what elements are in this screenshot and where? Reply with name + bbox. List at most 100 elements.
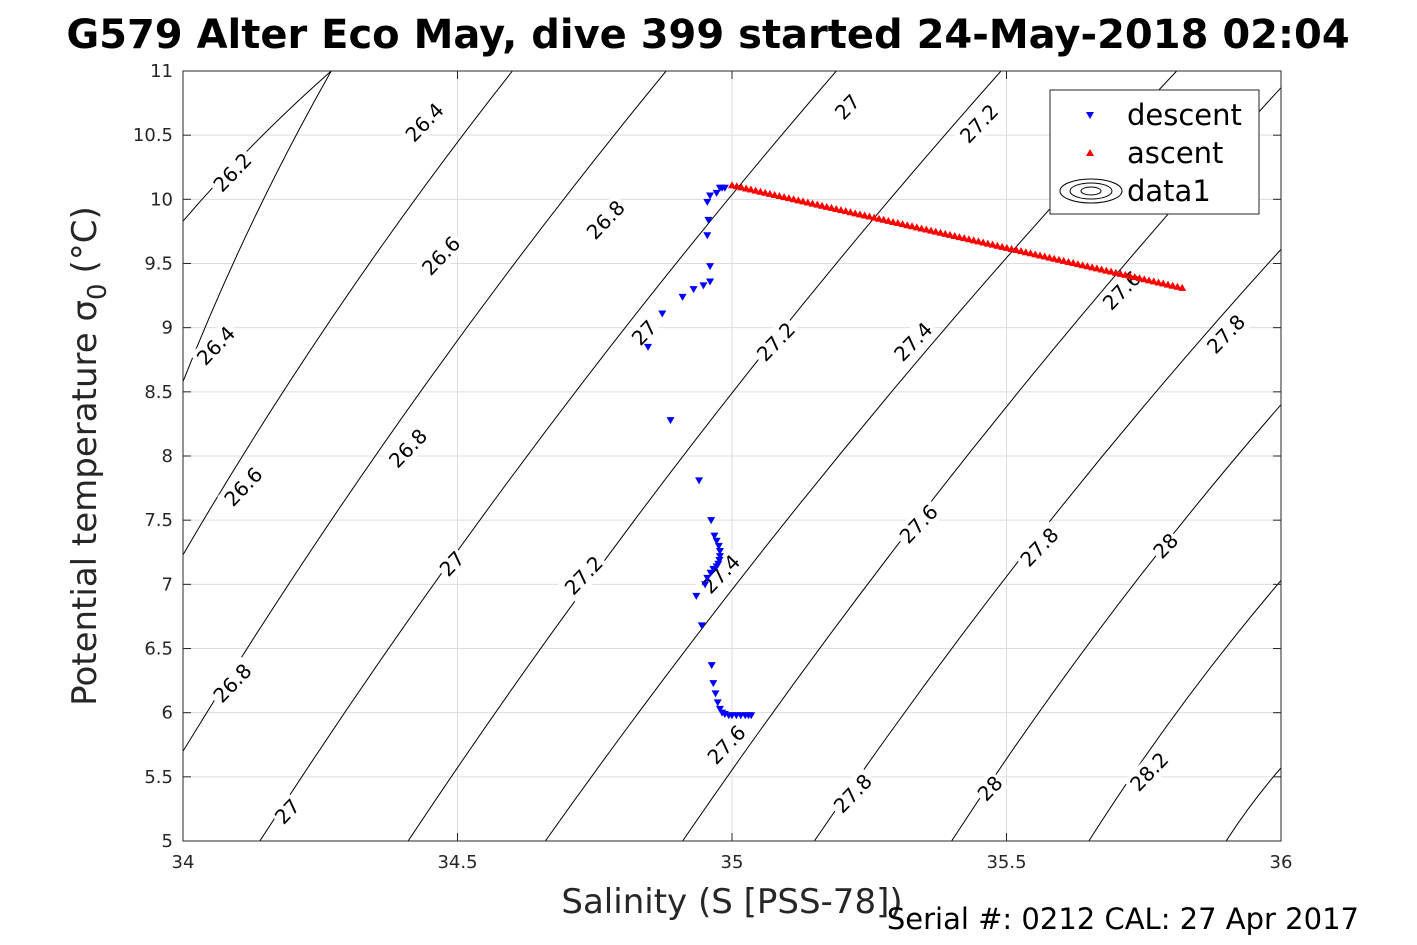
contour-label-bg [1123, 745, 1176, 799]
ascent-point [1092, 264, 1101, 272]
ascent-point [993, 241, 1002, 249]
descent-point [703, 232, 712, 240]
descent-series [644, 184, 756, 720]
ascent-point [732, 182, 741, 190]
descent-point [712, 189, 721, 197]
ascent-point [1045, 253, 1054, 261]
x-tick-label: 36 [1270, 852, 1293, 873]
contour-label-group: 26.8 [382, 421, 435, 475]
ascent-point [827, 203, 836, 211]
ascent-point [780, 193, 789, 201]
y-tick-label: 9 [162, 318, 173, 339]
contour-label-group: 27.4 [887, 315, 940, 369]
ascent-point [751, 186, 760, 194]
descent-point [713, 699, 722, 707]
contour-label-group: 27.2 [953, 97, 1006, 150]
contour-label-bg [206, 656, 259, 710]
ascent-point [1111, 268, 1120, 276]
ascent-point [1083, 262, 1092, 270]
ascent-point [813, 200, 822, 208]
contour-label-bg [557, 549, 610, 602]
legend-descent-marker [1086, 112, 1094, 119]
ascent-point [1159, 279, 1168, 287]
ascent-point [742, 184, 751, 192]
ascent-point [1026, 249, 1035, 257]
contour-label-group: 27 [828, 88, 866, 126]
contour-line [259, 71, 837, 841]
descent-point [695, 477, 704, 485]
ascent-point [746, 185, 755, 193]
contour-label-group: 26.4 [398, 96, 451, 149]
contour-label-bg [625, 314, 663, 352]
legend-descent-label: descent [1127, 98, 1242, 132]
x-tick-label: 35.5 [986, 852, 1026, 873]
ascent-point [893, 219, 902, 227]
contour-line [1225, 767, 1281, 841]
ascent-point [1021, 248, 1030, 256]
legend-contour-icon [1059, 178, 1123, 204]
descent-point [666, 417, 675, 425]
ascent-point [789, 195, 798, 203]
ascent-point [945, 230, 954, 238]
x-tick-label: 34.5 [437, 852, 477, 873]
descent-point [715, 705, 724, 713]
ascent-point [927, 226, 936, 234]
contour-label-bg [828, 88, 866, 126]
contour-line [183, 71, 332, 222]
ascent-point [1007, 244, 1016, 252]
descent-point [709, 565, 718, 573]
ascent-point [756, 187, 765, 195]
ascent-point [941, 229, 950, 237]
ascent-point [988, 240, 997, 248]
ascent-point [1017, 247, 1026, 255]
ascent-point [841, 207, 850, 215]
ascent-point [912, 223, 921, 231]
contour-line [951, 404, 1281, 841]
contour-label-bg [268, 793, 306, 830]
descent-point [707, 662, 716, 670]
contour-line [183, 71, 667, 752]
ascent-point [846, 208, 855, 216]
descent-point [715, 547, 724, 555]
ascent-point [1154, 278, 1163, 286]
ascent-point [950, 232, 959, 240]
descent-point [709, 680, 718, 688]
serial-cal-footer: Serial #: 0212 CAL: 27 Apr 2017 [887, 902, 1359, 936]
descent-point [658, 310, 667, 318]
ascent-point [955, 233, 964, 241]
ascent-point [1149, 277, 1158, 285]
descent-point [699, 282, 708, 290]
ascent-point [931, 227, 940, 235]
contour-label-group: 27.8 [1013, 520, 1066, 574]
x-axis-label: Salinity (S [PSS-78]) [561, 882, 902, 922]
contour-label-bg [953, 97, 1006, 150]
ascent-point [765, 189, 774, 197]
ascent-point [832, 204, 841, 212]
ascent-point [784, 194, 793, 202]
descent-point [706, 263, 715, 271]
contour-label-bg [826, 767, 879, 820]
descent-point [678, 293, 687, 301]
legend-ascent-marker [1086, 149, 1094, 156]
ascent-point [1135, 274, 1144, 282]
y-axis-label-main: Potential temperature σ [65, 300, 105, 706]
ascent-point [770, 190, 779, 198]
y-tick-label: 5 [162, 831, 173, 852]
y-tick-label: 7.5 [144, 510, 173, 531]
ascent-point [794, 196, 803, 204]
ascent-point [974, 237, 983, 245]
descent-point [704, 216, 713, 224]
contour-label-group: 27.6 [892, 497, 945, 551]
ascent-series [728, 181, 1187, 291]
contour-line [183, 71, 513, 556]
descent-point [689, 286, 698, 294]
ascent-point [908, 222, 917, 230]
contour-label-bg [189, 319, 242, 372]
ascent-point [1050, 254, 1059, 262]
y-tick-label: 9.5 [144, 254, 173, 275]
ascent-point [1059, 256, 1068, 264]
contour-label-group: 26.8 [206, 656, 259, 710]
ascent-point [1178, 283, 1187, 291]
descent-point [711, 690, 720, 698]
y-tick-label: 10.5 [133, 125, 173, 146]
